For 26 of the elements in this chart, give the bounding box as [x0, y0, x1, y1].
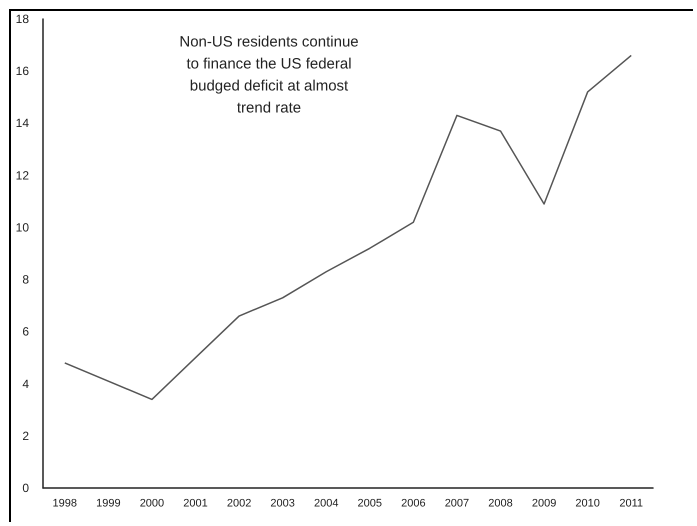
x-tick-label: 2007 [444, 498, 470, 510]
x-tick-label: 2004 [314, 498, 338, 510]
y-tick-label: 6 [22, 324, 30, 339]
y-tick-label: 0 [22, 481, 30, 495]
x-tick-label: 2000 [140, 498, 164, 510]
y-tick-label: 16 [16, 64, 30, 78]
annotation: Non-US residents continue to finance the US federal budged deficit at almost trend rate [179, 34, 359, 116]
x-tick-label: 2009 [532, 498, 556, 510]
y-tick-label: 4 [22, 376, 30, 391]
x-tick-label: 2005 [358, 498, 382, 510]
x-tick-label: 1999 [96, 498, 121, 510]
line-series [64, 54, 632, 400]
y-tick-label: 8 [22, 272, 30, 287]
y-tick-label: 12 [16, 168, 30, 182]
y-tick-label: 18 [16, 12, 30, 26]
x-tick-label: 2006 [401, 498, 426, 510]
x-tick-label: 2010 [575, 498, 600, 510]
x-tick-label: 2002 [226, 498, 252, 510]
x-tick-label: 2008 [488, 498, 513, 510]
y-tick-label: 14 [16, 116, 30, 130]
x-tick-label: 2003 [270, 498, 295, 510]
x-tick-label: 2011 [619, 498, 644, 510]
y-tick-label: 10 [16, 220, 30, 234]
x-tick-label: 2001 [183, 498, 208, 510]
y-tick-label: 2 [22, 428, 30, 443]
x-tick-label: 1998 [52, 498, 78, 510]
